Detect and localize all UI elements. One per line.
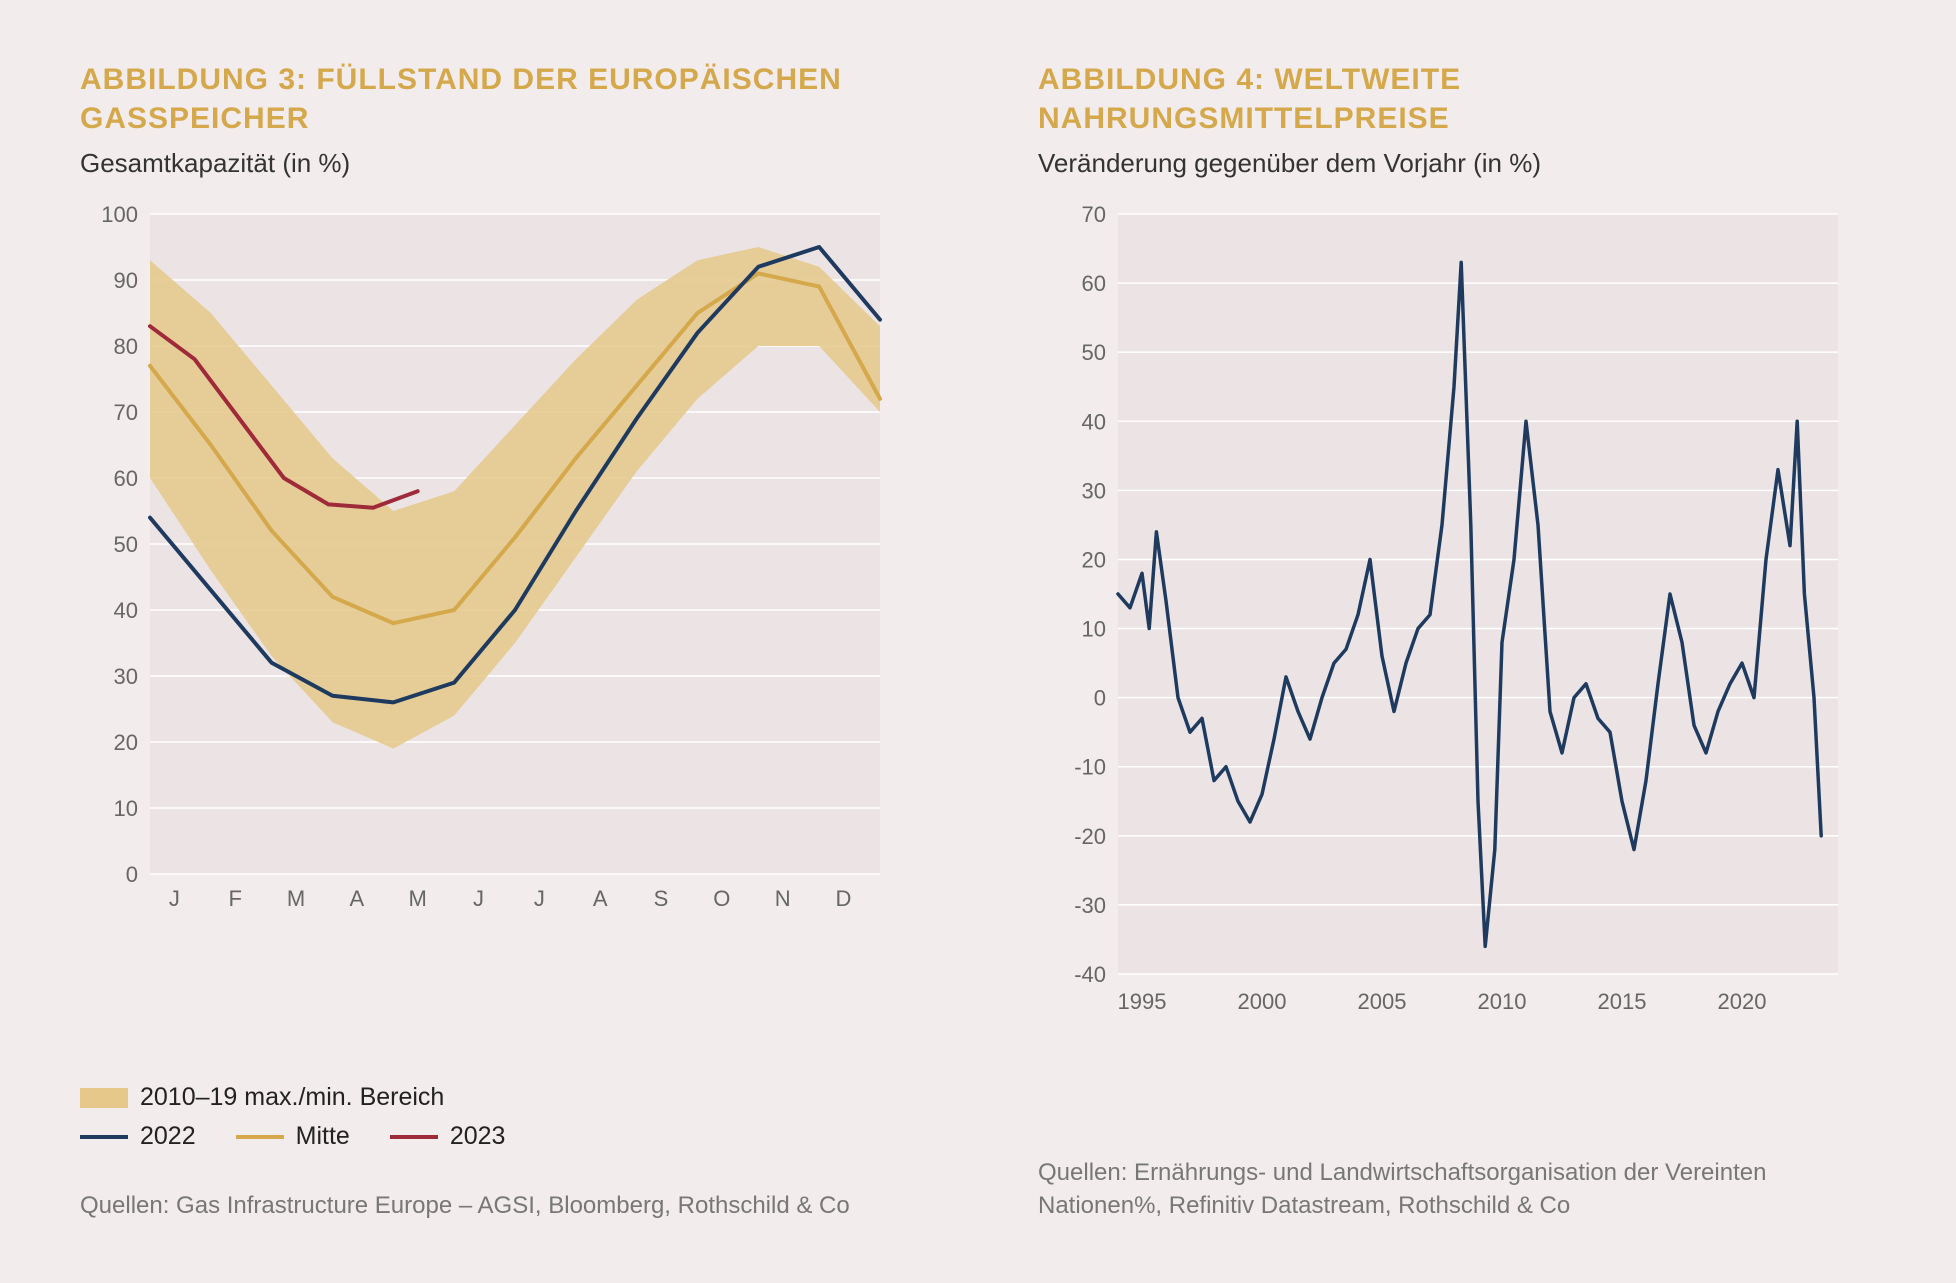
left-subtitle: Gesamtkapazität (in %) [80, 148, 918, 179]
svg-text:J: J [534, 886, 545, 911]
legend-mitte-label: Mitte [296, 1122, 350, 1151]
svg-text:30: 30 [1082, 478, 1106, 503]
svg-text:J: J [169, 886, 180, 911]
left-chart: 0 10 20 30 40 50 60 70 80 90 100 J F M A M J J A S O N D [80, 204, 918, 1065]
legend-band-label: 2010–19 max./min. Bereich [140, 1083, 444, 1112]
svg-text:S: S [654, 886, 669, 911]
svg-text:10: 10 [1082, 617, 1106, 642]
svg-text:50: 50 [114, 532, 138, 557]
legend-band: 2010–19 max./min. Bereich [80, 1083, 444, 1112]
svg-text:-20: -20 [1074, 824, 1106, 849]
legend-2022: 2022 [80, 1122, 196, 1151]
svg-text:70: 70 [114, 400, 138, 425]
svg-text:90: 90 [114, 268, 138, 293]
right-source: Quellen: Ernährungs- und Landwirtschafts… [1038, 1156, 1876, 1223]
legend-mitte: Mitte [236, 1122, 350, 1151]
svg-text:30: 30 [114, 664, 138, 689]
svg-text:J: J [473, 886, 484, 911]
svg-text:40: 40 [114, 598, 138, 623]
svg-text:-10: -10 [1074, 755, 1106, 780]
right-chart: -40 -30 -20 -10 0 10 20 30 40 50 60 70 1995 2000 2005 2… [1038, 204, 1876, 1128]
svg-text:10: 10 [114, 796, 138, 821]
svg-text:F: F [228, 886, 241, 911]
svg-text:2015: 2015 [1598, 989, 1647, 1014]
legend-2023: 2023 [390, 1122, 506, 1151]
left-title: ABBILDUNG 3: FÜLLSTAND DER EUROPÄISCHEN … [80, 60, 918, 138]
right-panel: ABBILDUNG 4: WELTWEITE NAHRUNGSMITTELPRE… [1038, 60, 1876, 1223]
right-title: ABBILDUNG 4: WELTWEITE NAHRUNGSMITTELPRE… [1038, 60, 1876, 138]
left-legend: 2010–19 max./min. Bereich 2022 Mitte 202… [80, 1083, 918, 1161]
svg-text:M: M [287, 886, 305, 911]
svg-text:20: 20 [1082, 547, 1106, 572]
svg-text:40: 40 [1082, 409, 1106, 434]
legend-2023-label: 2023 [450, 1122, 506, 1151]
svg-text:N: N [775, 886, 791, 911]
svg-text:0: 0 [126, 862, 138, 887]
svg-text:60: 60 [114, 466, 138, 491]
svg-text:2005: 2005 [1358, 989, 1407, 1014]
svg-text:A: A [349, 886, 364, 911]
left-panel: ABBILDUNG 3: FÜLLSTAND DER EUROPÄISCHEN … [80, 60, 918, 1223]
svg-text:2020: 2020 [1718, 989, 1767, 1014]
left-source: Quellen: Gas Infrastructure Europe – AGS… [80, 1189, 918, 1223]
svg-text:-30: -30 [1074, 893, 1106, 918]
svg-text:50: 50 [1082, 340, 1106, 365]
legend-2022-label: 2022 [140, 1122, 196, 1151]
svg-text:2010: 2010 [1478, 989, 1527, 1014]
svg-text:O: O [713, 886, 730, 911]
svg-text:20: 20 [114, 730, 138, 755]
svg-text:M: M [409, 886, 427, 911]
svg-text:100: 100 [101, 204, 138, 227]
svg-text:60: 60 [1082, 271, 1106, 296]
svg-text:0: 0 [1094, 686, 1106, 711]
right-subtitle: Veränderung gegenüber dem Vorjahr (in %) [1038, 148, 1876, 179]
svg-text:2000: 2000 [1238, 989, 1287, 1014]
svg-text:D: D [836, 886, 852, 911]
svg-text:1995: 1995 [1118, 989, 1167, 1014]
svg-text:70: 70 [1082, 204, 1106, 227]
svg-text:80: 80 [114, 334, 138, 359]
svg-text:A: A [593, 886, 608, 911]
svg-text:-40: -40 [1074, 962, 1106, 987]
